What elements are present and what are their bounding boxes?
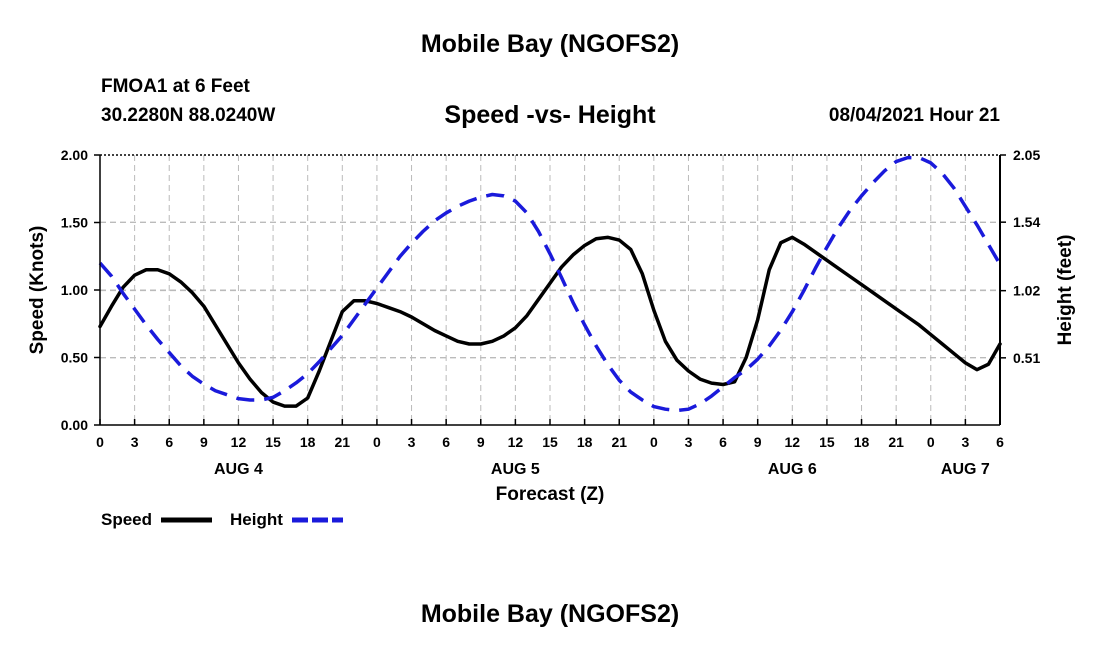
top-title: Mobile Bay (NGOFS2) <box>420 30 680 58</box>
y2-tick-label: 0.51 <box>1013 350 1040 366</box>
axis-layer <box>94 154 1006 426</box>
x-tick-label: 15 <box>542 434 558 450</box>
x-tick-label: 18 <box>300 434 316 450</box>
coordinates-label: 30.2280N 88.0240W <box>101 105 276 126</box>
x-tick-label: 12 <box>785 434 801 450</box>
bottom-title: Mobile Bay (NGOFS2) <box>420 600 680 628</box>
x-tick-label: 6 <box>165 434 173 450</box>
y-axis-title: Speed (Knots) <box>27 226 48 355</box>
x-tick-label: 0 <box>96 434 104 450</box>
x-tick-label: 15 <box>819 434 835 450</box>
date-label: AUG 6 <box>768 461 817 478</box>
date-label: AUG 5 <box>491 461 540 478</box>
x-tick-label: 18 <box>854 434 870 450</box>
series-layer <box>98 155 1002 413</box>
x-tick-label: 21 <box>335 434 351 450</box>
x-tick-label: 15 <box>265 434 281 450</box>
x-tick-label: 6 <box>442 434 450 450</box>
x-tick-label: 12 <box>508 434 524 450</box>
height-series-line <box>98 155 1002 413</box>
speed-series-line <box>98 235 1002 408</box>
x-tick-label: 3 <box>408 434 416 450</box>
x-tick-label: 3 <box>961 434 969 450</box>
x-tick-label: 6 <box>719 434 727 450</box>
x-tick-label: 3 <box>131 434 139 450</box>
x-tick-label: 9 <box>200 434 208 450</box>
y2-axis-title: Height (feet) <box>1055 235 1076 346</box>
y-tick-label: 0.50 <box>61 350 88 366</box>
x-tick-label: 0 <box>373 434 381 450</box>
y-tick-label: 1.50 <box>61 215 88 231</box>
x-tick-label: 21 <box>888 434 904 450</box>
x-tick-label: 9 <box>477 434 485 450</box>
x-tick-label: 3 <box>685 434 693 450</box>
y2-tick-label: 2.05 <box>1013 147 1040 163</box>
date-label: AUG 7 <box>941 461 990 478</box>
x-tick-label: 12 <box>231 434 247 450</box>
station-label: FMOA1 at 6 Feet <box>101 76 250 97</box>
legend-speed-label: Speed <box>101 510 152 529</box>
y-tick-label: 2.00 <box>61 147 88 163</box>
x-tick-label: 0 <box>650 434 658 450</box>
x-tick-label: 6 <box>996 434 1004 450</box>
legend-height-label: Height <box>230 510 283 529</box>
run-time-label: 08/04/2021 Hour 21 <box>828 105 1000 126</box>
grid-layer <box>100 155 1000 425</box>
y-tick-label: 1.00 <box>61 282 88 298</box>
x-tick-label: 0 <box>927 434 935 450</box>
x-tick-label: 9 <box>754 434 762 450</box>
y2-tick-label: 1.54 <box>1013 214 1040 230</box>
chart-subtitle: Speed -vs- Height <box>444 101 656 129</box>
date-label: AUG 4 <box>214 461 263 478</box>
x-tick-label: 21 <box>611 434 627 450</box>
y2-tick-label: 1.02 <box>1013 283 1040 299</box>
legend-layer: Speed Height <box>101 510 343 529</box>
x-axis-title: Forecast (Z) <box>496 484 605 505</box>
y-tick-label: 0.00 <box>61 417 88 433</box>
x-tick-label: 18 <box>577 434 593 450</box>
label-layer: 0 3 6 9 12 15 18 21 0 3 6 9 12 15 18 21 0 3 6 9 12 15 18 21 0 3 6A… <box>27 147 1076 505</box>
